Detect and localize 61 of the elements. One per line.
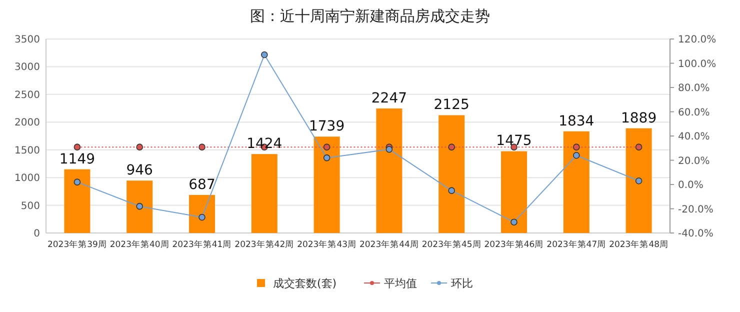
- bar: [563, 131, 590, 233]
- y2-tick-label: -20.0%: [678, 204, 714, 216]
- data-label: 1424: [246, 136, 282, 152]
- bar: [314, 136, 340, 233]
- data-label: 2247: [371, 90, 408, 106]
- y-tick-label: 2500: [14, 90, 40, 101]
- point: [198, 214, 206, 221]
- point: [323, 154, 330, 162]
- data-label: 687: [188, 176, 216, 193]
- x-tick-label: 2023年第39周: [47, 239, 107, 250]
- data-label: 1889: [620, 110, 657, 126]
- data-label: 1834: [558, 113, 594, 130]
- y-tick-label: 3000: [14, 62, 40, 74]
- y-tick-label: 3500: [14, 34, 40, 46]
- chart-title: 图：近十周南宁新建商品房成交走势: [250, 7, 490, 25]
- bar: [376, 108, 402, 233]
- x-tick-label: 2023年第42周: [234, 239, 294, 250]
- x-tick-label: 2023年第47周: [546, 239, 606, 250]
- bar: [189, 194, 215, 233]
- y2-tick-label: 40.0%: [678, 132, 710, 142]
- point: [386, 146, 393, 153]
- y2-tick-label: -40.0%: [678, 228, 714, 240]
- y-tick-label: 1500: [14, 145, 40, 156]
- y2-tick-label: 80.0%: [678, 83, 710, 94]
- point: [448, 187, 455, 194]
- point: [136, 202, 143, 210]
- y2-tick-label: 100.0%: [678, 58, 716, 70]
- x-tick-label: 2023年第41周: [172, 239, 232, 250]
- y2-tick-label: 120.0%: [678, 34, 716, 46]
- x-tick-label: 2023年第40周: [110, 239, 170, 250]
- point: [510, 218, 518, 226]
- bar: [626, 128, 652, 233]
- point: [573, 152, 580, 159]
- legend-label: 环比: [451, 277, 473, 290]
- x-tick-label: 2023年第45周: [422, 239, 482, 250]
- bar: [251, 154, 278, 233]
- x-tick-label: 2023年第46周: [484, 239, 544, 250]
- point: [635, 177, 642, 184]
- y2-tick-label: 20.0%: [678, 156, 710, 167]
- data-label: 1739: [308, 118, 345, 135]
- x-tick-label: 2023年第44周: [359, 239, 419, 250]
- y2-tick-label: 0.0%: [678, 180, 704, 191]
- point: [261, 51, 268, 58]
- y-tick-label: 500: [20, 200, 40, 212]
- bar: [501, 151, 527, 233]
- data-label: 946: [126, 162, 154, 179]
- legend-label: 成交套数(套): [273, 277, 337, 290]
- data-label: 1149: [59, 151, 96, 168]
- bar: [64, 169, 90, 233]
- y-tick-label: 0: [34, 228, 40, 240]
- y-tick-label: 2000: [14, 118, 40, 129]
- y-tick-label: 1000: [14, 173, 40, 184]
- data-label: 2125: [434, 97, 470, 114]
- data-label: 1475: [496, 133, 532, 150]
- x-tick-label: 2023年第43周: [297, 239, 357, 250]
- y2-tick-label: 60.0%: [678, 107, 710, 118]
- point: [74, 178, 81, 186]
- legend-label: 平均值: [384, 277, 417, 290]
- bar: [126, 180, 153, 233]
- x-tick-label: 2023年第48周: [609, 239, 669, 250]
- bar: [438, 115, 465, 233]
